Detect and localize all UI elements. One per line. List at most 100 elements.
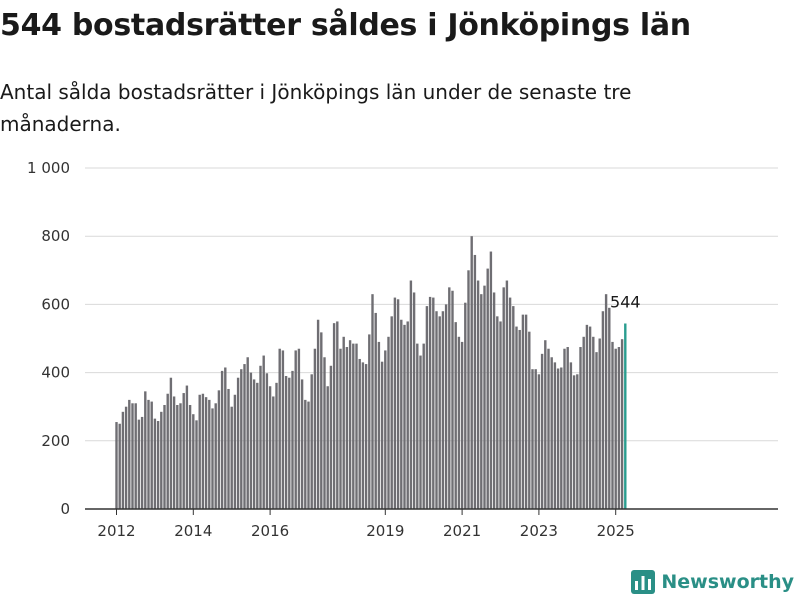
bar (307, 401, 310, 509)
bar (297, 348, 301, 509)
bar (579, 347, 582, 509)
newsworthy-icon (631, 570, 656, 594)
bar (537, 374, 541, 509)
bar (425, 306, 429, 509)
brand-name: Newsworthy (661, 571, 794, 593)
bar (265, 373, 269, 509)
bar (521, 314, 525, 509)
bar (259, 365, 262, 509)
bar (281, 350, 285, 509)
bar (310, 374, 313, 509)
bar (361, 362, 365, 509)
bar (569, 362, 573, 509)
bar (419, 355, 422, 509)
x-tick-label: 2016 (251, 522, 289, 540)
bar (313, 348, 317, 509)
bar (211, 408, 214, 509)
bar (496, 316, 499, 509)
bar (553, 362, 557, 509)
x-axis-ticks: 2012 2014 2016 2019 2021 2023 2025 (97, 509, 635, 540)
bar (208, 399, 211, 509)
bar (217, 390, 221, 509)
bar (230, 406, 233, 509)
bar (396, 299, 400, 509)
bar (454, 322, 457, 509)
bar (377, 341, 381, 509)
bar (592, 336, 595, 509)
bar (620, 339, 624, 509)
bar (451, 290, 454, 509)
bar (409, 280, 413, 509)
bar (153, 418, 157, 509)
bar (323, 357, 326, 509)
bar (288, 377, 291, 509)
bar (492, 292, 496, 509)
bar (256, 382, 259, 509)
bar (464, 302, 467, 509)
bar (163, 404, 166, 509)
bar (348, 340, 352, 509)
bar (483, 285, 486, 509)
bar (224, 367, 227, 509)
x-tick-label: 2019 (366, 522, 404, 540)
bar (332, 323, 336, 509)
bar (432, 297, 435, 509)
bar (278, 348, 281, 509)
bar (220, 370, 224, 509)
bar (329, 365, 333, 509)
bar (422, 343, 425, 509)
bar (416, 343, 419, 509)
bar (268, 386, 272, 509)
bar (550, 357, 553, 509)
bar (400, 319, 403, 509)
bar (227, 388, 230, 509)
bar (512, 306, 515, 509)
bar (204, 397, 208, 509)
bar (473, 254, 477, 509)
bar (508, 297, 512, 509)
bar (547, 348, 550, 509)
bar (467, 270, 470, 509)
y-axis-labels: 0 200 400 600 800 1 000 (27, 159, 70, 518)
bar (195, 420, 198, 509)
bar (540, 353, 544, 509)
chart-subtitle: Antal sålda bostadsrätter i Jönköpings l… (0, 80, 632, 136)
bar (604, 294, 608, 509)
bar (480, 294, 483, 509)
bar (252, 379, 256, 509)
bar (358, 358, 361, 509)
bar (275, 382, 278, 509)
bar (563, 348, 566, 509)
bar (291, 370, 294, 509)
bar (364, 364, 368, 509)
bar (534, 369, 537, 509)
bar (345, 347, 349, 509)
bar (198, 394, 201, 509)
y-tick-label: 0 (60, 500, 70, 518)
bar (518, 329, 521, 509)
bar (300, 379, 304, 509)
bar (588, 326, 592, 509)
bar (489, 251, 493, 510)
bar (444, 304, 448, 509)
bar (243, 364, 246, 509)
bar (457, 336, 461, 509)
x-tick-label: 2012 (97, 522, 135, 540)
bar (531, 369, 534, 509)
x-tick-label: 2025 (597, 522, 635, 540)
bar (428, 296, 432, 509)
bar (384, 350, 387, 509)
bar (499, 321, 502, 509)
bar (147, 399, 150, 509)
bar (515, 326, 518, 509)
bar (598, 338, 601, 509)
bar (595, 352, 598, 509)
bar (601, 311, 605, 509)
x-tick-label: 2023 (520, 522, 558, 540)
bar (368, 334, 371, 509)
bar (131, 403, 134, 509)
bar (233, 394, 237, 509)
y-tick-label: 200 (41, 432, 70, 450)
bar (262, 355, 265, 509)
bar (585, 324, 589, 509)
